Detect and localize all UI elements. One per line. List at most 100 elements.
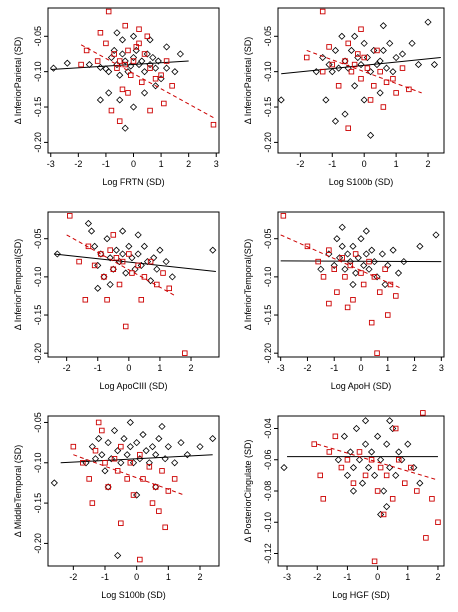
data-point xyxy=(385,312,391,318)
data-point xyxy=(118,443,124,450)
data-point xyxy=(80,460,86,466)
data-point xyxy=(348,68,355,75)
x-tick-label: -1 xyxy=(330,363,338,373)
x-tick-label: 1 xyxy=(394,159,399,169)
data-point xyxy=(96,63,104,71)
data-point xyxy=(183,451,191,459)
data-point xyxy=(103,235,111,243)
data-point xyxy=(126,443,134,451)
data-point xyxy=(116,71,124,79)
data-point xyxy=(374,488,381,494)
data-point xyxy=(379,46,387,55)
data-point xyxy=(357,61,365,69)
y-tick-label: -0.05 xyxy=(33,412,43,433)
black-regression-line xyxy=(281,57,441,75)
data-point xyxy=(331,117,340,125)
data-point xyxy=(127,460,134,466)
data-point xyxy=(343,471,351,479)
data-point xyxy=(326,247,332,253)
data-point xyxy=(360,96,368,104)
data-point xyxy=(121,57,129,65)
data-point xyxy=(150,254,158,262)
data-point xyxy=(118,520,124,527)
data-point xyxy=(389,424,397,433)
data-point xyxy=(338,464,345,471)
data-point xyxy=(349,242,357,250)
data-point xyxy=(342,58,348,64)
x-tick-label: 3 xyxy=(214,159,219,169)
data-point xyxy=(119,86,126,93)
data-point xyxy=(163,58,170,64)
data-point xyxy=(328,68,336,76)
data-point xyxy=(423,535,429,541)
data-point xyxy=(138,57,146,65)
data-point xyxy=(317,472,324,479)
data-point xyxy=(130,492,137,498)
data-point xyxy=(329,61,336,68)
data-point xyxy=(171,476,178,482)
data-point xyxy=(334,456,342,464)
data-point xyxy=(371,471,379,479)
y-tick-label: -0.05 xyxy=(33,26,43,47)
x-tick-label: -1 xyxy=(101,572,109,582)
data-point xyxy=(153,265,161,273)
data-point xyxy=(364,65,371,71)
data-point xyxy=(371,83,377,89)
data-point xyxy=(333,235,341,243)
data-point xyxy=(381,280,389,289)
x-tick-label: 1 xyxy=(166,572,171,582)
black-regression-line xyxy=(60,454,213,464)
data-point xyxy=(94,58,101,64)
data-point xyxy=(110,46,118,55)
data-point xyxy=(121,124,129,132)
black-regression-line xyxy=(54,253,216,273)
data-point xyxy=(352,251,359,257)
y-tick-label: -0.15 xyxy=(33,305,43,326)
data-point xyxy=(386,39,394,47)
data-point xyxy=(140,476,146,482)
data-point xyxy=(127,72,134,78)
data-point xyxy=(424,18,432,26)
data-point xyxy=(320,274,327,280)
data-point xyxy=(95,419,102,426)
data-point xyxy=(163,64,171,72)
y-tick-label: -0.20 xyxy=(33,533,43,554)
data-point xyxy=(106,254,114,262)
data-point xyxy=(360,39,368,47)
data-point xyxy=(133,439,141,447)
scatter-panel: -3 -2 -1 0 1 2 3 -0.20 -0.15 -0.10 -0.05 Log ApoH (… xyxy=(243,211,445,391)
data-point xyxy=(319,68,326,75)
data-point xyxy=(104,439,112,447)
data-point xyxy=(119,258,126,265)
black-regression-line xyxy=(50,60,189,71)
plot-frame xyxy=(277,7,445,154)
y-tick-label: -0.08 xyxy=(263,481,273,502)
black-diamond-series xyxy=(53,219,217,292)
scatter-panel: -2 -1 0 1 2 -0.20 -0.15 -0.10 -0.05 Log ApoCIII (… xyxy=(13,211,220,391)
x-tick-label: 2 xyxy=(197,572,202,582)
data-point xyxy=(368,246,376,254)
data-point xyxy=(326,449,333,455)
data-point xyxy=(357,235,365,243)
data-point xyxy=(158,72,164,78)
y-tick-label: -0.15 xyxy=(263,97,273,118)
data-point xyxy=(362,227,370,235)
x-tick-label: 1 xyxy=(405,572,410,582)
data-point xyxy=(351,61,358,68)
data-point xyxy=(326,300,332,307)
data-point xyxy=(83,47,90,54)
data-point xyxy=(156,508,162,514)
data-point xyxy=(141,274,148,280)
data-point xyxy=(374,350,380,356)
data-point xyxy=(416,242,424,250)
data-point xyxy=(136,26,142,32)
data-point xyxy=(110,232,117,238)
data-point xyxy=(367,448,376,456)
data-point xyxy=(390,75,396,82)
y-tick-label: -0.05 xyxy=(33,228,43,249)
y-tick-label: -0.15 xyxy=(33,97,43,118)
data-point xyxy=(408,39,416,47)
x-tick-label: 2 xyxy=(435,572,440,582)
data-point xyxy=(144,33,151,40)
data-point xyxy=(146,464,153,470)
